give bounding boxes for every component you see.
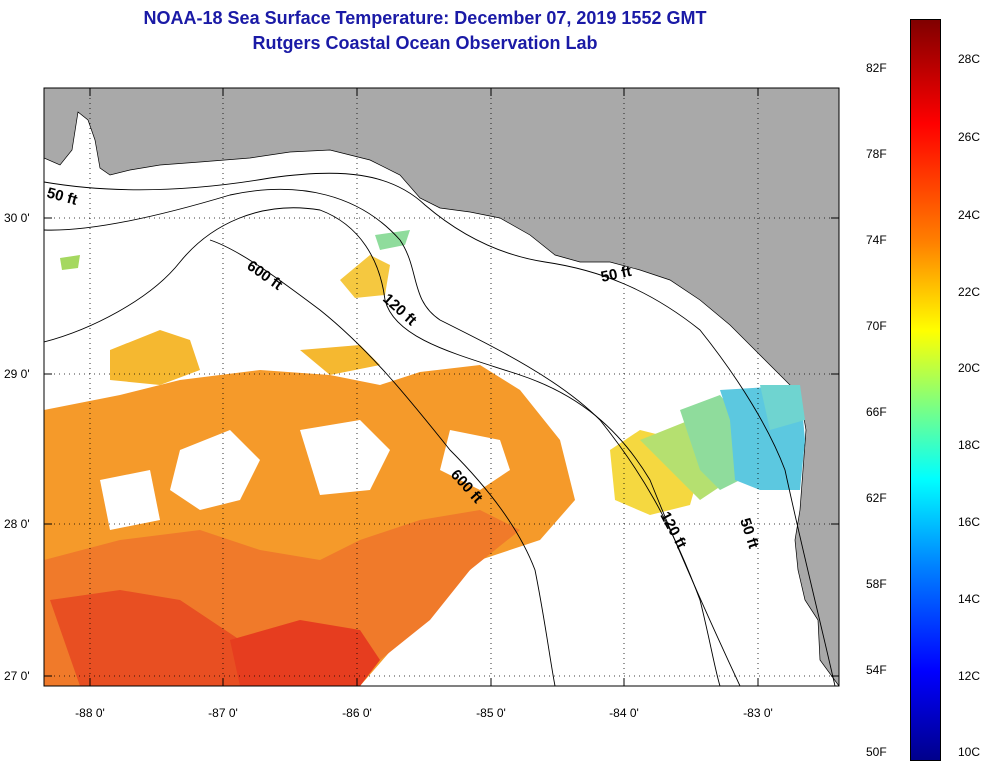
axis-ticks — [44, 88, 839, 686]
map-subtitle: Rutgers Coastal Ocean Observation Lab — [252, 33, 598, 53]
contour-label: 50 ft — [599, 263, 633, 286]
sst-data-overlay — [44, 230, 805, 686]
colorbar-celsius-label: 10C — [958, 745, 981, 759]
longitude-label: -83 0' — [743, 706, 773, 720]
colorbar-fahrenheit-label: 54F — [866, 663, 887, 677]
longitude-label: -88 0' — [75, 706, 105, 720]
colorbar-fahrenheit-label: 82F — [866, 61, 887, 75]
colorbar-celsius-label: 22C — [958, 285, 981, 299]
map-title: NOAA-18 Sea Surface Temperature: Decembe… — [143, 8, 707, 28]
colorbar-fahrenheit-label: 78F — [866, 147, 887, 161]
longitude-label: -86 0' — [342, 706, 372, 720]
latitude-label: 27 0' — [4, 669, 30, 683]
colorbar-celsius-label: 20C — [958, 361, 981, 375]
colorbar-fahrenheit-label: 50F — [866, 745, 887, 759]
colorbar-celsius-label: 28C — [958, 52, 981, 66]
colorbar-celsius-label: 26C — [958, 130, 981, 144]
latitude-label: 28 0' — [4, 517, 30, 531]
land-mass — [44, 88, 839, 686]
latitude-label: 29 0' — [4, 367, 30, 381]
bathymetry-contours — [44, 172, 836, 686]
colorbar-celsius-label: 12C — [958, 669, 981, 683]
colorbar-fahrenheit-label: 74F — [866, 233, 887, 247]
map-frame — [43, 87, 840, 687]
colorbar-celsius-label: 24C — [958, 208, 981, 222]
colorbar-fahrenheit-label: 70F — [866, 319, 887, 333]
longitude-label: -85 0' — [476, 706, 506, 720]
colorbar-fahrenheit-label: 62F — [866, 491, 887, 505]
temperature-colorbar — [910, 19, 941, 761]
colorbar-celsius-label: 18C — [958, 438, 981, 452]
colorbar-celsius-label: 14C — [958, 592, 981, 606]
colorbar-celsius-label: 16C — [958, 515, 981, 529]
longitude-label: -87 0' — [208, 706, 238, 720]
colorbar-fahrenheit-label: 66F — [866, 405, 887, 419]
longitude-label: -84 0' — [609, 706, 639, 720]
colorbar-fahrenheit-label: 58F — [866, 577, 887, 591]
latitude-label: 30 0' — [4, 211, 30, 225]
